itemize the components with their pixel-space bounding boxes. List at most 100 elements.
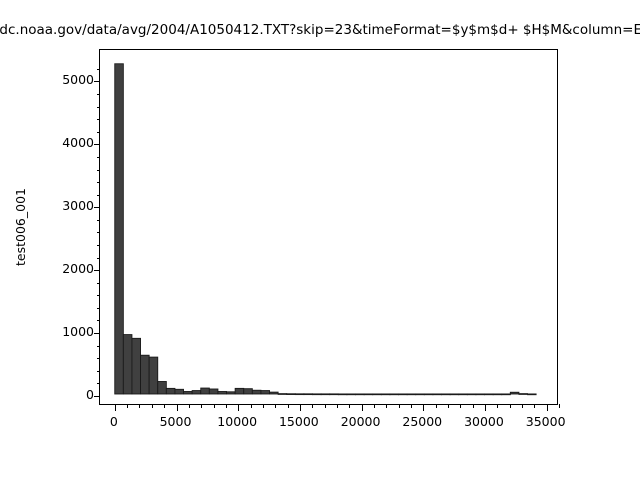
histogram-bar bbox=[148, 356, 159, 395]
x-tick-minor bbox=[250, 404, 252, 408]
y-tick-minor bbox=[96, 320, 100, 322]
histogram-bar bbox=[122, 334, 133, 395]
y-tick-major bbox=[93, 270, 100, 272]
x-tick-minor bbox=[324, 404, 326, 408]
x-tick-minor bbox=[262, 404, 264, 408]
histogram-bar bbox=[355, 393, 365, 396]
histogram-bar bbox=[320, 393, 331, 396]
histogram-bar bbox=[337, 393, 348, 396]
histogram-bar bbox=[406, 393, 417, 396]
histogram-bar bbox=[423, 393, 434, 396]
plot-axes-frame bbox=[93, 49, 560, 411]
histogram-bar bbox=[114, 63, 124, 395]
histogram-bar bbox=[174, 388, 184, 395]
y-tick-minor bbox=[96, 131, 100, 133]
y-tick-minor bbox=[96, 257, 100, 259]
histogram-bar bbox=[484, 393, 494, 396]
y-tick-major bbox=[93, 395, 100, 397]
x-tick-minor bbox=[151, 404, 153, 408]
y-tick-minor bbox=[96, 94, 100, 96]
histogram-bar bbox=[303, 393, 313, 396]
histogram-bar bbox=[269, 391, 279, 395]
histogram-bar bbox=[372, 393, 382, 396]
x-tick-label: 15000 bbox=[278, 414, 319, 429]
y-tick-major bbox=[93, 144, 100, 146]
x-tick-minor bbox=[521, 404, 523, 408]
histogram-bar bbox=[389, 393, 399, 396]
histogram-bar bbox=[527, 393, 537, 396]
x-tick-label: 30000 bbox=[464, 414, 504, 429]
histogram-bar bbox=[243, 388, 253, 395]
histogram-bar bbox=[466, 393, 477, 396]
y-axis-label: test006_001 bbox=[13, 188, 28, 266]
x-tick-major bbox=[114, 404, 116, 411]
y-tick-minor bbox=[96, 68, 100, 70]
y-tick-label: 2000 bbox=[62, 261, 94, 277]
x-tick-minor bbox=[164, 404, 166, 408]
x-tick-minor bbox=[349, 404, 351, 408]
histogram-bar bbox=[277, 393, 288, 395]
histogram-bar bbox=[441, 393, 451, 396]
y-axis-tick-labels: 0 1000 2000 3000 4000 5000 bbox=[32, 0, 94, 480]
histogram-bar bbox=[509, 391, 520, 395]
y-tick-label: 4000 bbox=[62, 135, 94, 151]
x-tick-label: 0 bbox=[109, 414, 118, 429]
histogram-bar bbox=[458, 393, 468, 396]
histogram-bar bbox=[312, 393, 322, 396]
y-tick-minor bbox=[96, 106, 100, 108]
x-tick-minor bbox=[559, 404, 560, 408]
histogram-bars bbox=[114, 63, 537, 396]
histogram-bar bbox=[432, 393, 442, 396]
histogram-bar bbox=[251, 389, 262, 395]
histogram-bar bbox=[208, 388, 219, 395]
histogram-bar bbox=[165, 387, 176, 395]
x-tick-major bbox=[238, 404, 240, 411]
histogram-bar bbox=[518, 393, 528, 395]
histogram-bar bbox=[346, 393, 356, 396]
histogram-bar bbox=[217, 391, 227, 395]
histogram-bar bbox=[492, 393, 503, 396]
histogram-bar bbox=[200, 387, 210, 395]
x-tick-minor bbox=[275, 404, 277, 408]
y-tick-label: 5000 bbox=[62, 72, 94, 88]
histogram-bar bbox=[140, 354, 150, 395]
histogram-bar bbox=[415, 393, 425, 396]
histogram-bar bbox=[286, 393, 296, 395]
x-tick-label: 20000 bbox=[340, 414, 381, 429]
x-tick-minor bbox=[127, 404, 129, 408]
x-tick-major bbox=[176, 404, 178, 411]
histogram-bar bbox=[191, 390, 202, 395]
y-tick-minor bbox=[96, 295, 100, 297]
x-tick-label: 35000 bbox=[525, 414, 566, 429]
x-axis-tick-labels: 0 5000 10000 15000 20000 25000 30000 35000 bbox=[99, 414, 566, 432]
y-tick-minor bbox=[96, 119, 100, 121]
histogram-bar bbox=[475, 393, 485, 396]
y-tick-minor bbox=[96, 182, 100, 184]
x-tick-minor bbox=[509, 404, 511, 408]
y-tick-minor bbox=[96, 194, 100, 196]
chart-title-text: .ngdc.noaa.gov/data/avg/2004/A1050412.TX… bbox=[0, 22, 640, 38]
histogram-bar bbox=[449, 393, 460, 396]
plot-area bbox=[100, 50, 557, 404]
x-tick-minor bbox=[225, 404, 227, 408]
chart-title: .ngdc.noaa.gov/data/avg/2004/A1050412.TX… bbox=[0, 20, 640, 40]
histogram-bar bbox=[226, 391, 236, 395]
histogram-bar bbox=[398, 393, 408, 396]
x-tick-minor bbox=[460, 404, 462, 408]
y-tick-label: 3000 bbox=[62, 198, 94, 214]
histogram-bar bbox=[131, 337, 141, 395]
histogram-bar bbox=[157, 381, 167, 395]
x-tick-label: 10000 bbox=[217, 414, 258, 429]
x-tick-minor bbox=[534, 404, 536, 408]
y-tick-major bbox=[93, 81, 100, 83]
histogram-bar bbox=[234, 387, 245, 395]
x-tick-major bbox=[423, 404, 425, 411]
y-tick-major bbox=[93, 333, 100, 335]
y-tick-minor bbox=[96, 244, 100, 246]
x-tick-major bbox=[361, 404, 363, 411]
x-tick-label: 5000 bbox=[159, 414, 192, 429]
histogram-bar bbox=[363, 393, 374, 396]
y-tick-label: 0 bbox=[86, 386, 94, 402]
x-tick-minor bbox=[287, 404, 289, 408]
